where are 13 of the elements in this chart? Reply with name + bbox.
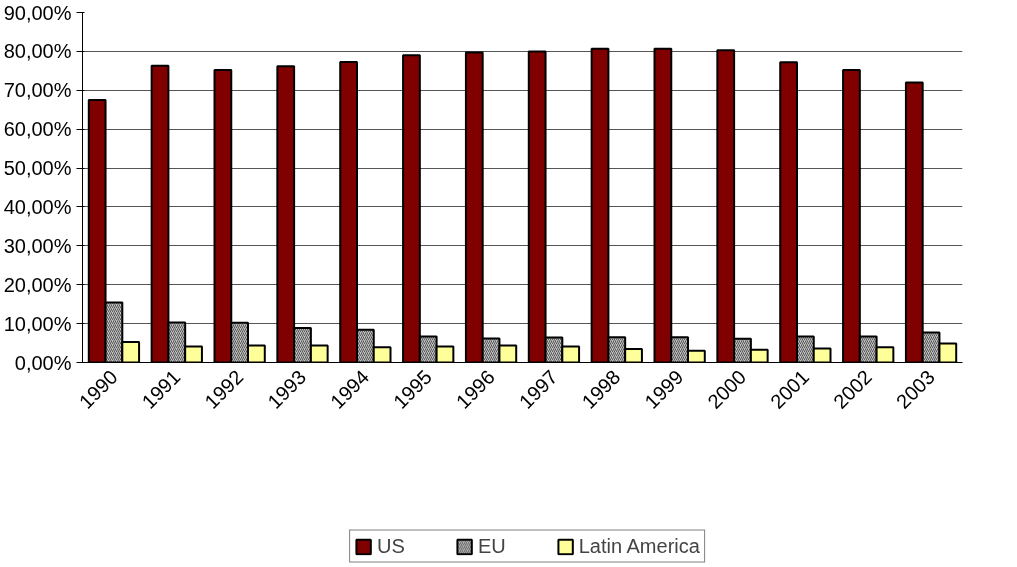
- y-tick-label: 70,00%: [3, 79, 72, 102]
- y-tick-label: 90,00%: [3, 1, 72, 24]
- legend-label: Latin America: [578, 534, 700, 558]
- y-tick-label: 80,00%: [3, 40, 72, 63]
- y-tick-label: 30,00%: [3, 234, 72, 257]
- y-tick-label: 20,00%: [3, 273, 72, 296]
- y-tick-label: 50,00%: [3, 157, 72, 180]
- legend-label: EU: [477, 534, 506, 558]
- y-tick-label: 0,00%: [14, 351, 72, 374]
- y-tick-label: 60,00%: [3, 118, 72, 141]
- legend-label: US: [377, 534, 405, 558]
- y-tick-label: 40,00%: [3, 195, 72, 218]
- y-tick-label: 10,00%: [3, 312, 72, 335]
